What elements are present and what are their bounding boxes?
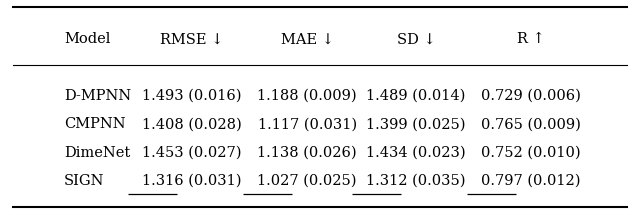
Text: 1.138 (0.026): 1.138 (0.026) [257, 146, 357, 160]
Text: SIGN: SIGN [64, 174, 104, 188]
Text: D-MPNN: D-MPNN [64, 89, 131, 103]
Text: Model: Model [64, 32, 110, 46]
Text: MAE ↓: MAE ↓ [281, 32, 333, 46]
Text: 1.453 (0.027): 1.453 (0.027) [142, 146, 242, 160]
Text: DimeNet: DimeNet [64, 146, 131, 160]
Text: 0.752 (0.010): 0.752 (0.010) [481, 146, 581, 160]
Text: 1.434 (0.023): 1.434 (0.023) [366, 146, 466, 160]
Text: 0.765 (0.009): 0.765 (0.009) [481, 117, 581, 131]
Text: SD ↓: SD ↓ [397, 32, 435, 46]
Text: 1.489 (0.014): 1.489 (0.014) [366, 89, 466, 103]
Text: 1.316 (0.031): 1.316 (0.031) [142, 174, 242, 188]
Text: 1.027 (0.025): 1.027 (0.025) [257, 174, 357, 188]
Text: 0.797 (0.012): 0.797 (0.012) [481, 174, 581, 188]
Text: 1.399 (0.025): 1.399 (0.025) [366, 117, 466, 131]
Text: 1.408 (0.028): 1.408 (0.028) [142, 117, 242, 131]
Text: 1.493 (0.016): 1.493 (0.016) [142, 89, 242, 103]
Text: 1.312 (0.035): 1.312 (0.035) [366, 174, 466, 188]
Text: 1.117 (0.031): 1.117 (0.031) [258, 117, 356, 131]
Text: CMPNN: CMPNN [64, 117, 125, 131]
Text: RMSE ↓: RMSE ↓ [160, 32, 224, 46]
Text: R ↑: R ↑ [517, 32, 545, 46]
Text: 1.188 (0.009): 1.188 (0.009) [257, 89, 357, 103]
Text: 0.729 (0.006): 0.729 (0.006) [481, 89, 581, 103]
